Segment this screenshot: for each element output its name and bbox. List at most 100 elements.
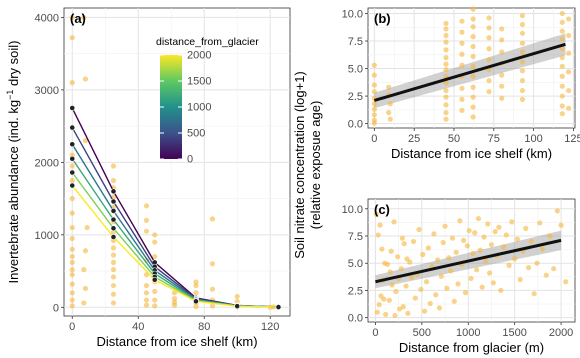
panel-c-points	[373, 208, 569, 319]
y-tick-label: 0	[53, 302, 59, 314]
x-tick-label: 500	[413, 327, 431, 339]
data-point	[399, 235, 405, 241]
panel-b-chart: 0 25 50 75 100 125 0.0 2.5 5.0 7.5 10.0 (b) Dista…	[342, 6, 580, 161]
data-point	[391, 219, 397, 225]
x-tick-label: 100	[524, 133, 542, 145]
data-point	[499, 72, 505, 78]
series-line	[71, 185, 279, 308]
y-tick-label: 7.5	[348, 231, 363, 243]
data-point	[152, 288, 158, 294]
data-point	[392, 312, 398, 319]
data-point	[143, 297, 150, 303]
series-point	[151, 276, 158, 283]
y-tick-label: 10.0	[342, 204, 363, 216]
data-point	[443, 26, 449, 32]
data-point	[486, 78, 492, 84]
y-tick-label: 5.0	[348, 258, 363, 270]
series-point	[275, 304, 282, 310]
series-point	[234, 303, 241, 310]
x-tick-label: 25	[408, 133, 420, 145]
data-point	[559, 46, 565, 52]
data-point	[422, 308, 428, 314]
data-point	[498, 287, 504, 294]
data-point	[455, 281, 461, 287]
data-point	[443, 39, 449, 45]
data-point	[448, 268, 454, 274]
data-point	[486, 89, 492, 95]
data-point	[81, 267, 87, 273]
data-point	[559, 28, 565, 34]
data-point	[453, 249, 459, 255]
data-point	[449, 235, 456, 241]
panel-c-x-label: Distance from glacier (m)	[399, 340, 544, 355]
data-point	[503, 232, 509, 238]
x-tick-label: 0	[69, 321, 75, 333]
data-point	[110, 282, 117, 289]
data-point	[443, 80, 449, 86]
data-point	[470, 53, 476, 60]
data-point	[563, 279, 569, 285]
data-point	[427, 300, 433, 307]
legend-colorbar	[160, 55, 182, 159]
data-point	[69, 272, 75, 278]
data-point	[566, 16, 572, 22]
data-point	[539, 246, 546, 252]
data-point	[566, 69, 572, 75]
data-point	[559, 19, 565, 25]
data-point	[110, 252, 117, 258]
data-point	[69, 195, 75, 202]
data-point	[457, 218, 463, 224]
data-point	[143, 228, 150, 234]
series-point	[110, 234, 117, 240]
data-point	[193, 303, 199, 310]
y-tick-label: 4000	[35, 12, 59, 24]
series-point	[69, 182, 76, 189]
data-point	[374, 309, 380, 315]
data-point	[383, 311, 389, 317]
data-point	[110, 245, 117, 251]
data-point	[443, 32, 449, 39]
data-point	[381, 296, 387, 302]
data-point	[69, 253, 75, 260]
data-point	[193, 290, 199, 296]
data-point	[69, 281, 75, 287]
data-point	[143, 290, 150, 296]
data-point	[479, 284, 485, 290]
data-point	[443, 20, 449, 27]
data-point	[470, 114, 476, 120]
data-point	[499, 37, 505, 43]
data-point	[470, 94, 476, 100]
data-point	[143, 203, 150, 209]
y-tick-label: 10.0	[342, 9, 363, 21]
data-point	[442, 223, 448, 229]
data-point	[461, 237, 467, 243]
y-tick-label: 2.5	[348, 285, 363, 297]
data-point	[110, 163, 117, 169]
data-point	[69, 235, 75, 242]
data-point	[375, 232, 381, 238]
data-point	[416, 226, 422, 233]
data-point	[470, 24, 476, 30]
series-point	[110, 188, 117, 195]
data-point	[443, 87, 449, 94]
data-point	[143, 302, 150, 308]
data-point	[395, 254, 401, 260]
data-point	[470, 84, 476, 90]
x-tick-label: 125	[564, 133, 580, 145]
data-point	[519, 68, 526, 74]
data-point	[459, 29, 465, 35]
panel-a-legend: distance_from_glacier 0 500 1000 1500 2000	[156, 36, 259, 166]
data-point	[110, 259, 117, 265]
x-tick-label: 0	[372, 327, 378, 339]
series-point	[69, 124, 76, 131]
data-point	[475, 215, 482, 222]
data-point	[559, 36, 565, 42]
panel-c-confidence-band	[375, 230, 562, 289]
data-point	[400, 304, 406, 310]
data-point	[517, 276, 523, 283]
panel-a-y-label-sup: −1	[5, 90, 15, 100]
data-point	[470, 16, 476, 22]
data-point	[209, 303, 216, 309]
data-point	[69, 303, 75, 309]
panel-c-label: (c)	[374, 202, 390, 217]
